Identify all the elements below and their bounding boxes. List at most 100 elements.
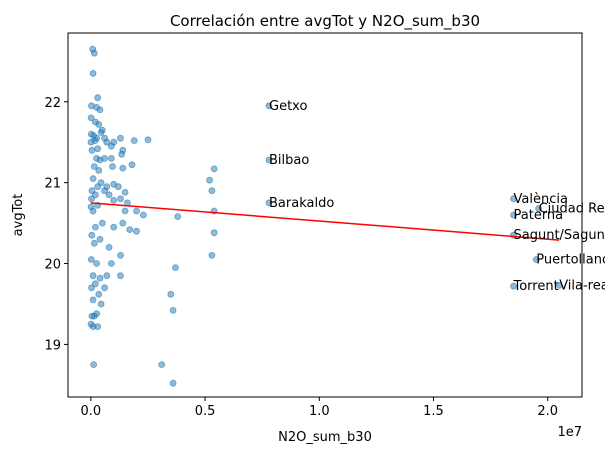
- trendline-layer: [90, 202, 560, 241]
- scatter-point: [510, 211, 517, 219]
- scatter-point: [96, 235, 104, 243]
- scatter-point: [118, 150, 126, 158]
- scatter-point: [87, 114, 95, 122]
- scatter-point: [128, 161, 136, 169]
- scatter-point: [89, 175, 97, 183]
- scatter-point: [555, 281, 563, 289]
- scatter-point: [96, 106, 104, 114]
- point-annotation: Ciudad Real: [539, 202, 605, 217]
- scatter-point: [94, 145, 102, 153]
- scatter-point: [265, 102, 273, 110]
- scatter-point: [117, 251, 124, 259]
- points-layer: [87, 45, 563, 387]
- scatter-point: [210, 229, 218, 237]
- scatter-point: [97, 300, 105, 308]
- x-axis-title: N2O_sum_b30: [278, 430, 372, 445]
- scatter-point: [90, 312, 98, 320]
- scatter-point: [117, 134, 124, 142]
- scatter-point: [119, 219, 127, 227]
- scatter-point: [93, 154, 100, 162]
- scatter-point: [103, 138, 111, 146]
- plot-frame: [67, 32, 583, 398]
- scatter-point: [89, 70, 97, 77]
- scatter-point: [139, 211, 147, 219]
- scatter-point: [535, 205, 542, 212]
- scatter-point: [174, 213, 182, 221]
- x-tick-label: 2.0: [537, 404, 558, 419]
- scatter-point: [208, 251, 216, 259]
- scatter-point: [169, 379, 177, 387]
- scatter-point: [96, 274, 104, 282]
- point-annotation: Paterna: [514, 208, 564, 223]
- point-annotation: Sagunt/Sagunto: [514, 228, 605, 243]
- scatter-point: [94, 323, 102, 331]
- x-tick-label: 1.0: [309, 404, 330, 419]
- point-annotation: Getxo: [269, 99, 307, 114]
- scatter-point: [101, 187, 108, 195]
- x-tick-label: 1.5: [423, 404, 444, 419]
- scatter-point: [117, 272, 124, 280]
- scatter-point: [89, 207, 97, 215]
- scatter-point: [87, 256, 95, 263]
- scatter-point: [95, 290, 103, 298]
- scatter-point: [171, 264, 179, 272]
- scatter-point: [167, 290, 175, 298]
- scatter-point: [95, 167, 103, 174]
- y-axis-ticks: 19 20 21 22: [44, 96, 68, 353]
- scatter-point: [169, 306, 177, 314]
- scatter-point: [117, 195, 124, 203]
- point-annotation: Torrent: [513, 279, 559, 294]
- scatter-point: [91, 137, 99, 145]
- x-tick-label: 0.5: [195, 404, 216, 419]
- scatter-point: [133, 207, 140, 215]
- scatter-point: [210, 165, 218, 173]
- scatter-point: [98, 219, 106, 227]
- scatter-point: [108, 142, 115, 150]
- scatter-point: [89, 272, 97, 280]
- x-scale-label: 1e7: [557, 425, 582, 440]
- scatter-point: [108, 260, 115, 267]
- y-tick-label: 21: [44, 177, 61, 192]
- point-annotation: Puertollano: [536, 253, 605, 268]
- scatter-point: [133, 227, 140, 235]
- chart-title: Correlación entre avgTot y N2O_sum_b30: [170, 12, 480, 31]
- scatter-point: [510, 282, 517, 290]
- scatter-point: [95, 121, 103, 128]
- scatter-point: [88, 284, 95, 292]
- scatter-point: [121, 188, 129, 196]
- scatter-point: [105, 243, 113, 251]
- scatter-point: [105, 191, 113, 199]
- scatter-point: [92, 191, 99, 199]
- scatter-point: [90, 239, 98, 247]
- scatter-point: [97, 129, 105, 136]
- scatter-point: [90, 163, 98, 170]
- scatter-point: [110, 223, 118, 231]
- scatter-point: [206, 176, 214, 184]
- scatter-point: [90, 49, 98, 57]
- scatter-point: [92, 223, 99, 231]
- scatter-point: [103, 272, 111, 280]
- scatter-point: [110, 196, 118, 204]
- point-annotation: València: [514, 192, 568, 207]
- scatter-point: [265, 199, 273, 207]
- scatter-point: [126, 226, 134, 234]
- scatter-point: [88, 146, 96, 154]
- scatter-point: [114, 183, 122, 191]
- scatter-point: [208, 187, 216, 195]
- scatter-point: [90, 361, 97, 369]
- scatter-point: [108, 154, 115, 162]
- scatter-point: [92, 280, 99, 288]
- scatter-point: [109, 163, 116, 170]
- point-annotation: Barakaldo: [269, 196, 334, 211]
- scatter-point: [94, 94, 102, 102]
- scatter-point: [158, 361, 166, 369]
- scatter-point: [101, 284, 108, 292]
- scatter-point: [144, 136, 152, 144]
- x-tick-label: 0.0: [81, 404, 102, 419]
- y-tick-label: 22: [44, 96, 61, 111]
- y-tick-label: 20: [44, 258, 61, 273]
- scatter-point: [94, 183, 102, 191]
- scatter-point: [532, 256, 540, 263]
